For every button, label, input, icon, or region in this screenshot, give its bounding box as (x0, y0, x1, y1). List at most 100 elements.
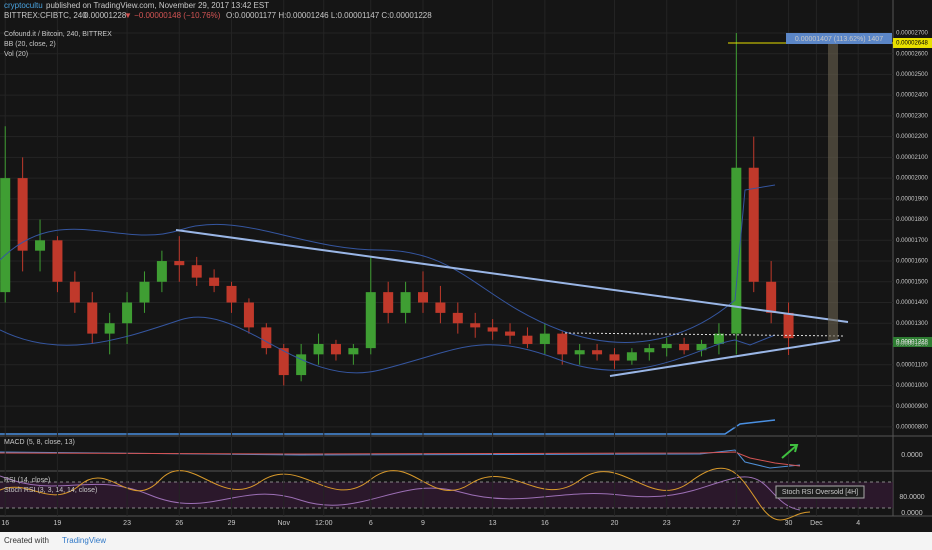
y-tick-label: 0.00001600 (896, 259, 928, 265)
candle-body (679, 343, 690, 351)
support-line (564, 332, 846, 337)
last-price: 0.00001228 (84, 11, 127, 20)
x-tick-label: 13 (489, 520, 497, 527)
x-tick-label: 4 (856, 520, 860, 527)
volume-ma (0, 419, 776, 435)
x-tick-label: 20 (611, 520, 619, 527)
candle-body (139, 281, 150, 303)
stoch-label: Stoch RSI (3, 3, 14, 14, close) (4, 487, 97, 494)
candle-body (435, 302, 446, 313)
x-tick-label: 26 (175, 520, 183, 527)
candle-body (731, 167, 742, 334)
candle-body (539, 333, 550, 344)
y-tick-label: 0.00001500 (896, 279, 928, 285)
candle-body (574, 350, 585, 355)
rsi-axis: 0.0000 (901, 510, 923, 517)
x-tick-label: 16 (541, 520, 549, 527)
candle-body (69, 281, 80, 303)
y-tick-label: 0.00001200 (896, 342, 928, 348)
candle-body (592, 350, 603, 355)
legend-bb: BB (20, close, 2) (4, 41, 56, 48)
candle-body (104, 323, 115, 334)
candle-body (400, 292, 411, 313)
macd-label: MACD (5, 8, close, 13) (4, 439, 75, 446)
bb-upper (0, 184, 776, 343)
rsi-line (0, 475, 801, 511)
price-label-box (893, 337, 932, 347)
x-tick-label: Nov (278, 520, 291, 527)
y-tick-label: 0.00001300 (896, 321, 928, 327)
y-tick-label: 0.00001800 (896, 217, 928, 223)
y-tick-label: 0.00002400 (896, 93, 928, 99)
rsi-axis: 80.0000 (899, 494, 924, 501)
symbol: BITTREX:CFIBTC, 240 (4, 11, 87, 20)
candle-body (470, 323, 481, 328)
candle-body (522, 335, 533, 344)
candle-body (17, 178, 28, 251)
candle-body (557, 333, 568, 355)
x-tick-label: 12:00 (315, 520, 333, 527)
change: ▼ −0.00000148 (−10.76%) (124, 11, 221, 20)
note-box (775, 485, 865, 499)
y-tick-label: 0.00002000 (896, 176, 928, 182)
macd-axis: 0.0000 (901, 452, 923, 459)
candle-body (713, 333, 724, 344)
legend-main: Cofound.it / Bitcoin, 240, BITTREX (4, 31, 112, 38)
x-tick-label: 23 (123, 520, 131, 527)
candle-body (330, 343, 341, 355)
candle-body (261, 327, 272, 349)
macd-signal (0, 451, 801, 467)
rsi-label: RSI (14, close) (4, 477, 50, 484)
candle-body (278, 348, 289, 376)
y-tick-label: 0.00001400 (896, 300, 928, 306)
candle-body (418, 292, 428, 303)
x-tick-label: 30 (785, 520, 793, 527)
candle-body (35, 240, 46, 251)
candle-body (626, 352, 637, 361)
y-tick-label: 0.00000800 (896, 424, 928, 430)
trend-line-lower (609, 339, 841, 377)
y-tick-label: 0.00001100 (896, 362, 928, 368)
arrow (781, 444, 799, 459)
x-tick-label: 27 (732, 520, 740, 527)
candle-body (644, 348, 655, 353)
background (0, 0, 932, 532)
footer-brand: TradingView (62, 536, 106, 545)
stoch-line (0, 467, 811, 521)
candle-body (296, 354, 307, 376)
x-tick-label: 19 (54, 520, 62, 527)
y-tick-label: 0.00000900 (896, 404, 928, 410)
bb-lower (0, 316, 776, 374)
candle-body (661, 343, 672, 349)
x-tick-label: Dec (810, 520, 823, 527)
candle-body (156, 261, 167, 282)
target-label: 0.00002648 (896, 41, 928, 47)
y-tick-label: 0.00002700 (896, 31, 928, 37)
x-tick-label: 16 (1, 520, 9, 527)
candle-body (0, 178, 11, 293)
candle-body (783, 312, 794, 339)
y-tick-label: 0.00002200 (896, 134, 928, 140)
candle-body (748, 167, 759, 282)
y-tick-label: 0.00001900 (896, 196, 928, 202)
footer-created: Created with (4, 536, 49, 545)
candle-body (383, 292, 394, 313)
y-tick-label: 0.00002300 (896, 113, 928, 119)
published: published on TradingView.com, November 2… (46, 1, 269, 10)
y-tick-label: 0.00001000 (896, 383, 928, 389)
candle-body (696, 343, 707, 351)
candle-body (505, 331, 516, 336)
macd-line (0, 449, 801, 469)
candle-body (52, 240, 63, 282)
candle-body (174, 261, 185, 266)
candle-body (452, 312, 463, 324)
candle-body (348, 348, 359, 355)
candle-body (87, 302, 98, 334)
stoch-note: Stoch RSI Oversold [4H] (782, 489, 858, 496)
measure-label-box (786, 33, 892, 44)
x-tick-label: 29 (228, 520, 236, 527)
candle-body (122, 302, 133, 324)
trend-line-upper (175, 229, 849, 323)
candle-body (191, 265, 202, 278)
